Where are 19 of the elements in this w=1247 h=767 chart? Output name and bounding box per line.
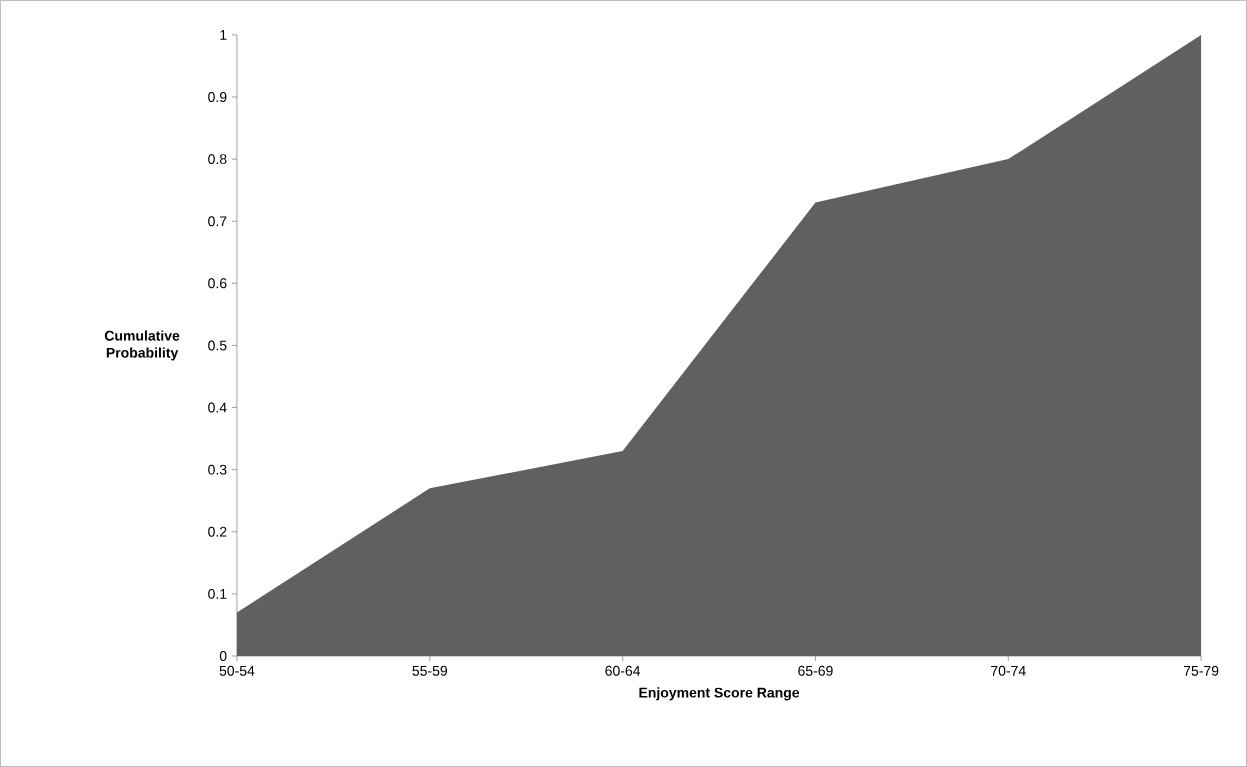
x-tick-label: 75-79 (1183, 665, 1219, 676)
y-tick-label: 0.1 (208, 588, 227, 599)
y-tick-label: 0.9 (208, 92, 227, 103)
x-tick-label: 70-74 (991, 665, 1026, 676)
x-tick-label: 55-59 (412, 665, 448, 676)
y-tick-label: 0.4 (208, 402, 227, 413)
y-tick-label: 0.2 (208, 526, 227, 537)
y-tick-label: 0.8 (208, 154, 227, 165)
y-axis-title: Cumulative Probability (104, 330, 180, 361)
y-tick-label: 0.7 (208, 216, 227, 227)
y-tick-label: 0.6 (208, 278, 227, 289)
x-tick-label: 50-54 (219, 665, 255, 676)
x-tick-label: 60-64 (605, 665, 641, 676)
x-tick-label: 65-69 (798, 665, 833, 676)
y-tick-label: 0.5 (208, 340, 227, 351)
y-tick-label: 1 (220, 30, 227, 40)
y-tick-label: 0.3 (208, 464, 227, 475)
y-tick-label: 0 (219, 651, 227, 661)
x-axis-title: Enjoyment Score Range (639, 687, 800, 701)
